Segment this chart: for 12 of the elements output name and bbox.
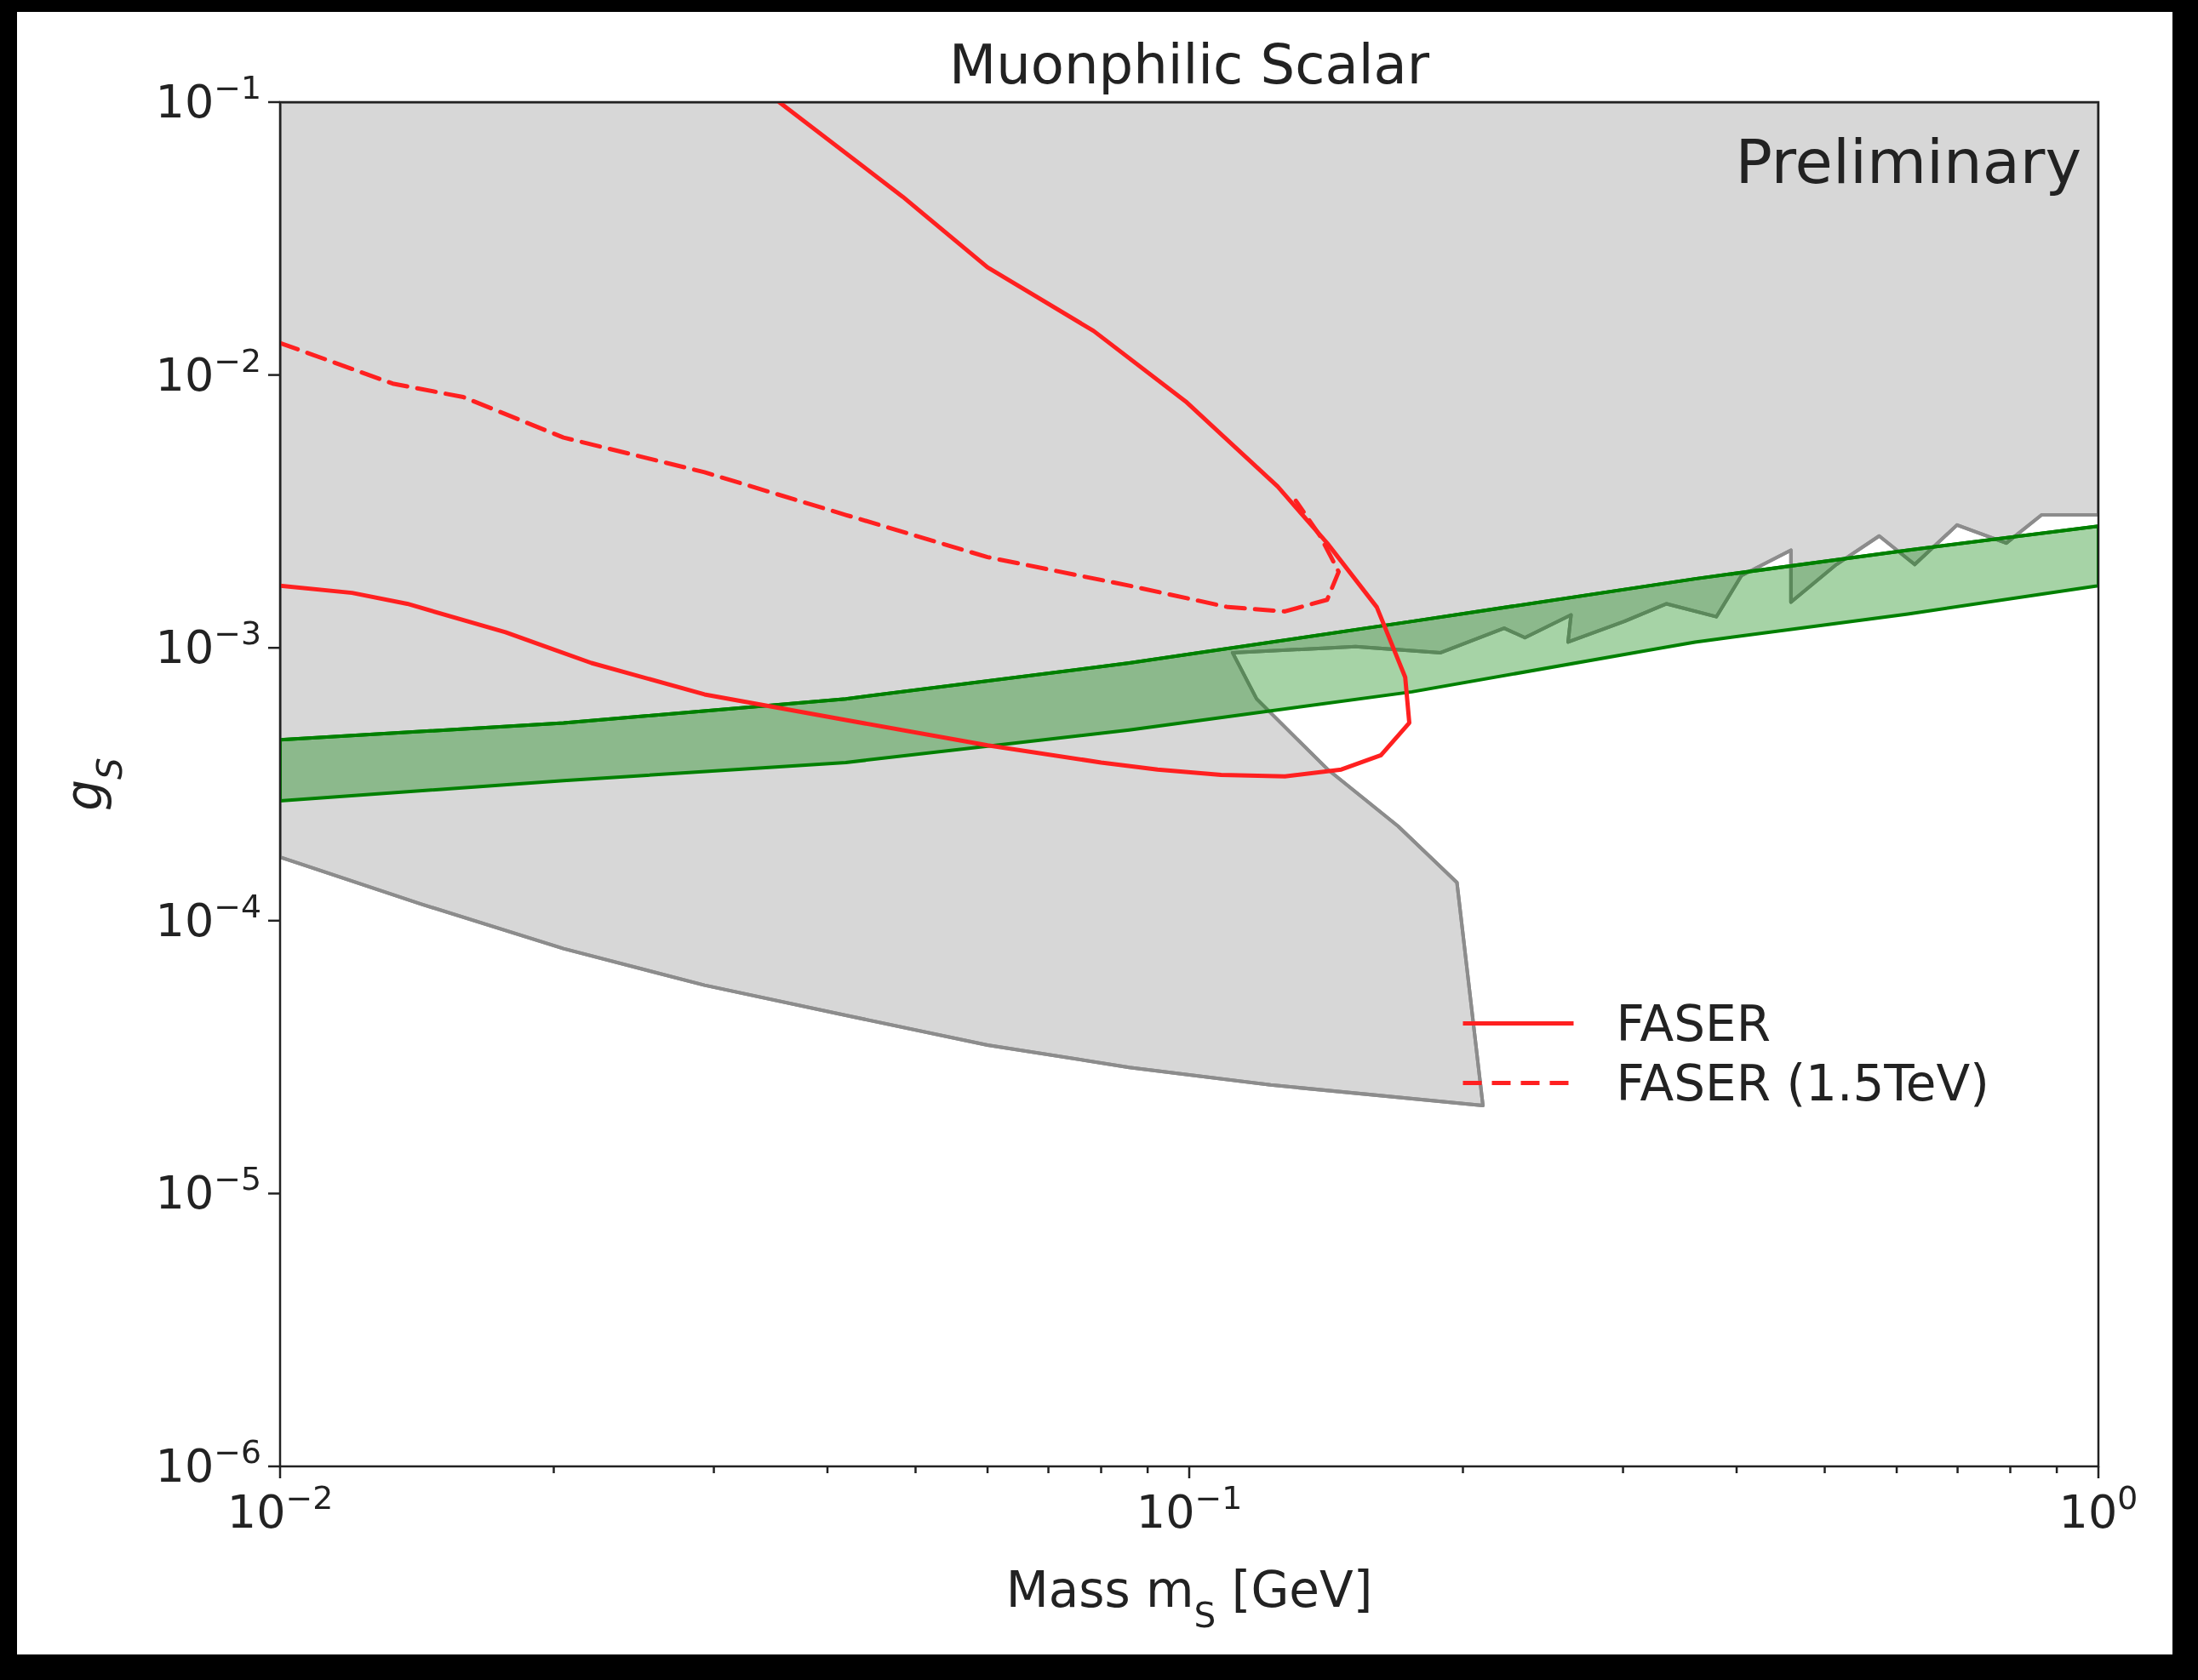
- y-tick-label: 10$^{−2}$: [155, 341, 261, 402]
- y-tick-label: 10$^{−4}$: [155, 887, 261, 947]
- chart-title: Muonphilic Scalar: [949, 33, 1430, 96]
- y-tick-label: 10$^{−1}$: [155, 69, 261, 129]
- legend-label: FASER: [1616, 994, 1771, 1053]
- y-tick-label: 10$^{−5}$: [155, 1160, 261, 1220]
- y-tick-label: 10$^{−3}$: [155, 614, 261, 675]
- legend-label: FASER (1.5TeV): [1616, 1054, 1989, 1112]
- x-axis-title: Mass m$_{S}$ [GeV]: [1005, 1561, 1373, 1636]
- annotation: Preliminary: [1735, 126, 2081, 197]
- x-tick-label: 10$^{−1}$: [1136, 1479, 1243, 1539]
- x-tick-label: 10$^{0}$: [2058, 1479, 2138, 1539]
